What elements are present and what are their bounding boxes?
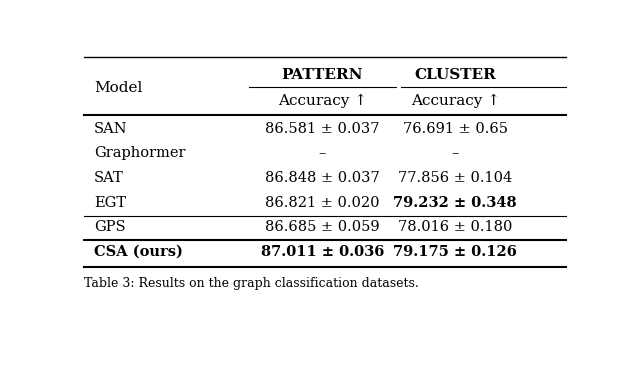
Text: 79.175 ± 0.126: 79.175 ± 0.126 (393, 245, 517, 259)
Text: Table 3: Results on the graph classification datasets.: Table 3: Results on the graph classifica… (84, 277, 419, 290)
Text: SAT: SAT (94, 171, 124, 185)
Text: 77.856 ± 0.104: 77.856 ± 0.104 (398, 171, 512, 185)
Text: PATTERN: PATTERN (281, 68, 363, 81)
Text: 86.685 ± 0.059: 86.685 ± 0.059 (265, 220, 380, 234)
Text: Accuracy ↑: Accuracy ↑ (411, 94, 500, 108)
Text: SAN: SAN (94, 122, 127, 135)
Text: 78.016 ± 0.180: 78.016 ± 0.180 (398, 220, 512, 234)
Text: –: – (451, 146, 459, 160)
Text: 79.232 ± 0.348: 79.232 ± 0.348 (393, 196, 517, 210)
Text: 87.011 ± 0.036: 87.011 ± 0.036 (261, 245, 384, 259)
Text: –: – (319, 146, 326, 160)
Text: Model: Model (94, 81, 143, 95)
Text: 86.848 ± 0.037: 86.848 ± 0.037 (265, 171, 380, 185)
Text: Accuracy ↑: Accuracy ↑ (278, 94, 367, 108)
Text: CLUSTER: CLUSTER (414, 68, 496, 81)
Text: 86.581 ± 0.037: 86.581 ± 0.037 (265, 122, 380, 135)
Text: 76.691 ± 0.65: 76.691 ± 0.65 (403, 122, 508, 135)
Text: EGT: EGT (94, 196, 126, 210)
Text: CSA (ours): CSA (ours) (94, 245, 183, 259)
Text: 86.821 ± 0.020: 86.821 ± 0.020 (265, 196, 380, 210)
Text: Graphormer: Graphormer (94, 146, 186, 160)
Text: GPS: GPS (94, 220, 126, 234)
